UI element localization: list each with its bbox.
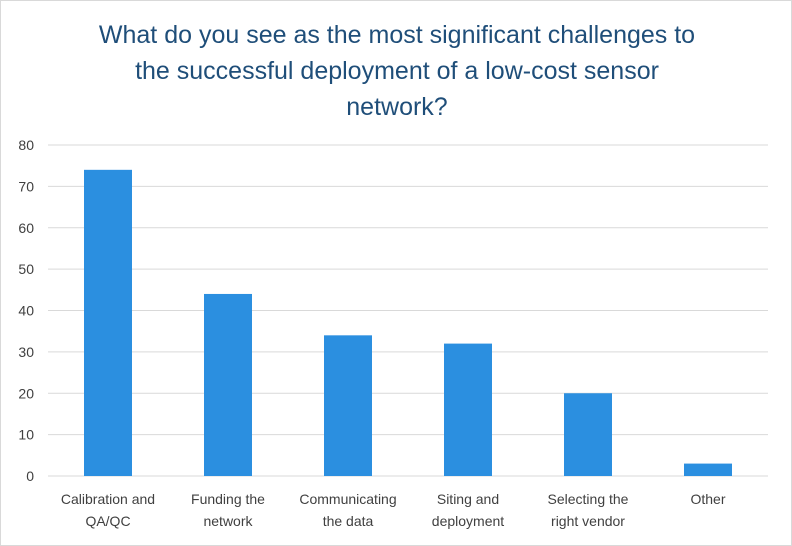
- y-tick-label: 0: [26, 468, 34, 484]
- x-category-label: Siting and deployment: [432, 491, 504, 529]
- y-axis-tick-labels: 0 10 20 30 40 50 60 70 80: [18, 137, 34, 484]
- chart-title-line-2: the successful deployment of a low-cost …: [135, 57, 659, 85]
- bar: [564, 393, 612, 476]
- y-tick-label: 20: [18, 385, 34, 401]
- y-tick-label: 30: [18, 344, 34, 360]
- x-category-label-line: right vendor: [551, 513, 625, 529]
- bar: [84, 169, 132, 476]
- x-category-label-line: Other: [690, 491, 725, 507]
- y-tick-label: 40: [18, 303, 34, 319]
- gridlines: [48, 144, 768, 477]
- x-axis-category-labels: Calibration and QA/QC Funding the network Co…: [61, 491, 726, 529]
- bars: [84, 169, 732, 476]
- chart-title: What do you see as the most significant …: [61, 17, 733, 125]
- bar: [324, 335, 372, 476]
- x-category-label-line: Funding the: [191, 491, 265, 507]
- x-category-label-line: Selecting the: [548, 491, 629, 507]
- x-category-label-line: deployment: [432, 513, 504, 529]
- x-category-label-line: network: [203, 513, 253, 529]
- x-category-label-line: Communicating: [299, 491, 396, 507]
- y-tick-label: 80: [18, 137, 34, 153]
- x-category-label-line: the data: [323, 513, 374, 529]
- y-tick-label: 60: [18, 220, 34, 236]
- y-tick-label: 10: [18, 427, 34, 443]
- x-category-label-line: Calibration and: [61, 491, 155, 507]
- bar: [204, 293, 252, 476]
- x-category-label-line: QA/QC: [85, 513, 130, 529]
- x-category-label: Calibration and QA/QC: [61, 491, 155, 529]
- y-tick-label: 50: [18, 261, 34, 277]
- bar: [444, 343, 492, 476]
- y-tick-label: 70: [18, 178, 34, 194]
- bar: [684, 463, 732, 476]
- x-category-label-line: Siting and: [437, 491, 499, 507]
- x-category-label: Other: [690, 491, 725, 507]
- x-category-label: Funding the network: [191, 491, 265, 529]
- chart-title-line-1: What do you see as the most significant …: [98, 21, 696, 49]
- x-category-label: Communicating the data: [299, 491, 396, 529]
- x-category-label: Selecting the right vendor: [548, 491, 629, 529]
- chart-title-line-3: network?: [346, 93, 448, 121]
